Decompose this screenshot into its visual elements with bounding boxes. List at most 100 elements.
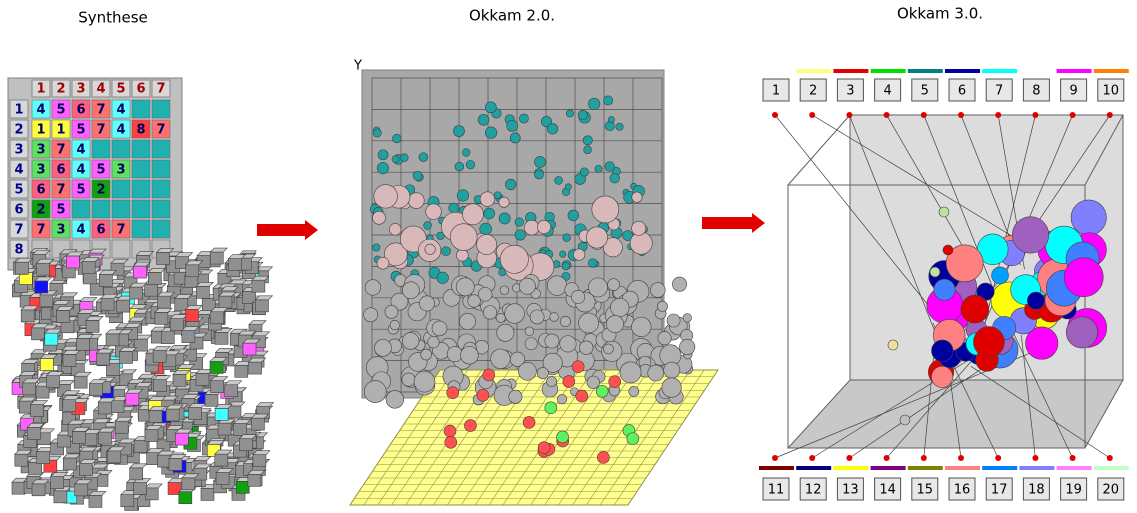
cube <box>120 494 135 508</box>
cube <box>214 332 229 345</box>
cell-value: 5 <box>76 123 85 138</box>
cube <box>233 423 247 436</box>
bubble <box>546 275 568 296</box>
toggle-button[interactable] <box>874 477 902 501</box>
cube-top <box>21 378 41 384</box>
bubble <box>363 307 379 323</box>
toggle-button[interactable] <box>1060 477 1088 501</box>
cube-top <box>247 470 266 475</box>
toggle-button[interactable] <box>911 78 939 102</box>
matrix-cell <box>131 199 151 219</box>
toggle-button[interactable] <box>1097 78 1125 102</box>
toggle-button[interactable] <box>1097 477 1125 501</box>
toggle-button[interactable] <box>799 477 827 501</box>
header-cell <box>151 79 171 98</box>
anchor <box>1106 455 1113 461</box>
matrix-cell <box>71 119 91 139</box>
bubble <box>977 233 1009 265</box>
toggle-button[interactable] <box>799 78 827 102</box>
legend-strip <box>907 466 943 470</box>
bubble <box>887 339 899 351</box>
bubble <box>389 223 402 236</box>
legend-strip <box>1056 466 1092 470</box>
bubble <box>571 289 586 304</box>
toggle-button[interactable] <box>874 78 902 102</box>
bubble <box>938 206 950 218</box>
cube-top <box>184 305 204 310</box>
cell-value: 4 <box>116 123 125 138</box>
button-label: 2 <box>809 84 817 99</box>
floor-line <box>613 369 705 506</box>
toggle-button[interactable] <box>836 477 864 501</box>
toggle-button[interactable] <box>1022 78 1050 102</box>
row-header <box>9 139 29 159</box>
cube-top <box>210 307 229 313</box>
bubble <box>508 389 523 404</box>
cube <box>156 252 170 265</box>
bubble <box>483 207 495 220</box>
cube <box>73 375 88 389</box>
cell-value: 2 <box>36 203 45 218</box>
toggle-button[interactable] <box>911 477 939 501</box>
bubble <box>374 339 392 357</box>
cube-top <box>193 456 212 461</box>
toggle-button[interactable] <box>985 78 1013 102</box>
bubble <box>456 248 469 262</box>
cube <box>119 351 133 364</box>
cube-top <box>20 359 40 364</box>
cell-value: 5 <box>56 203 65 218</box>
cube <box>251 417 265 431</box>
matrix-cell <box>111 139 131 159</box>
bubble <box>544 333 560 349</box>
row-label: 7 <box>14 223 23 238</box>
cell-value: 7 <box>156 123 165 138</box>
button-label: 18 <box>1028 483 1045 498</box>
toggle-button[interactable] <box>836 78 864 102</box>
matrix-cell <box>131 119 151 139</box>
bubble <box>603 343 614 355</box>
toggle-button[interactable] <box>948 78 976 102</box>
toggle-button[interactable] <box>762 78 790 102</box>
bubble <box>460 345 479 365</box>
cell-value: 5 <box>76 183 85 198</box>
cube-top <box>227 254 247 259</box>
cube <box>209 251 224 265</box>
cube-top <box>49 472 69 477</box>
matrix-cell <box>31 219 51 239</box>
matrix-cell <box>131 219 151 239</box>
bubble <box>594 164 603 173</box>
toggle-button[interactable] <box>762 477 790 501</box>
toggle-button[interactable] <box>1060 78 1088 102</box>
cube-top <box>185 260 204 266</box>
matrix-cell <box>91 119 111 139</box>
matrix-cell <box>31 139 51 159</box>
toggle-button[interactable] <box>985 477 1013 501</box>
toggle-button[interactable] <box>948 477 976 501</box>
toggle-button[interactable] <box>1022 477 1050 501</box>
bubble <box>573 248 586 261</box>
cube-top <box>85 316 104 321</box>
cube-top <box>247 357 267 363</box>
bubble <box>465 160 476 170</box>
cube-top <box>77 309 96 314</box>
cube <box>181 330 196 343</box>
cube <box>66 255 80 269</box>
cube-top <box>74 479 93 485</box>
legend-strip <box>870 466 906 470</box>
cube-top <box>181 473 200 479</box>
cube-top <box>117 438 137 444</box>
cube <box>133 440 148 453</box>
cube <box>218 295 233 309</box>
bubble <box>606 315 624 334</box>
bubble <box>523 219 540 236</box>
matrix-cell <box>151 219 171 239</box>
bubble <box>610 297 630 318</box>
matrix-cell <box>111 219 131 239</box>
header-cell <box>91 79 111 98</box>
cube-top <box>251 275 270 281</box>
cube <box>40 358 54 371</box>
cube-top <box>144 425 163 430</box>
bubble <box>579 167 589 177</box>
cube <box>129 286 143 300</box>
